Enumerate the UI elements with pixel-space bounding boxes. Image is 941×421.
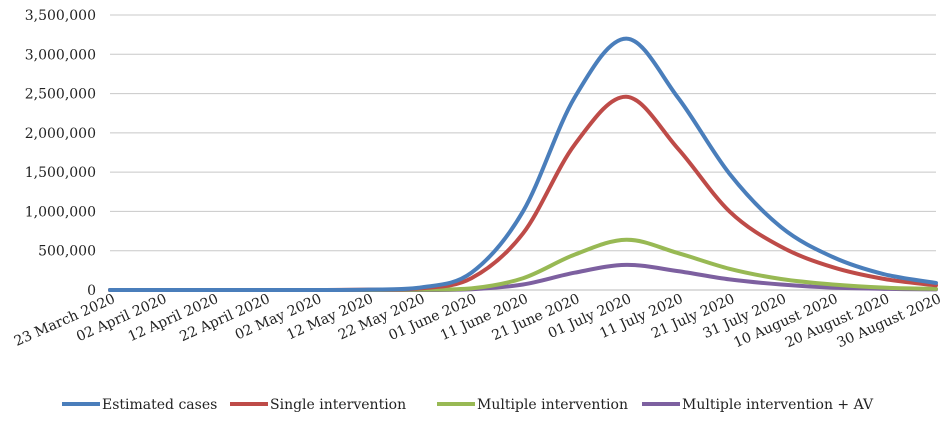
- legend: Estimated cases Single intervention Multip…: [62, 397, 874, 413]
- series-lines: [108, 36, 938, 292]
- y-tick-label: 0: [87, 283, 96, 299]
- legend-label-single-intervention: Single intervention: [270, 397, 406, 413]
- y-tick-label: 1,500,000: [25, 165, 96, 181]
- legend-label-multiple-intervention: Multiple intervention: [477, 397, 628, 413]
- y-tick-label: 3,000,000: [25, 47, 96, 63]
- y-tick-label: 500,000: [38, 244, 96, 260]
- y-tick-label: 1,000,000: [25, 204, 96, 220]
- legend-label-estimated-cases: Estimated cases: [102, 397, 217, 413]
- legend-label-multiple-intervention-av: Multiple intervention + AV: [682, 397, 874, 413]
- y-tick-label: 2,000,000: [25, 126, 96, 142]
- y-tick-label: 3,500,000: [25, 8, 96, 24]
- y-tick-label: 2,500,000: [25, 87, 96, 103]
- y-axis-tick-labels: 0 500,000 1,000,000 1,500,000 2,000,000 2,500…: [25, 8, 96, 299]
- series-line-estimated-cases: [108, 36, 938, 292]
- series-line-single-intervention: [108, 94, 938, 292]
